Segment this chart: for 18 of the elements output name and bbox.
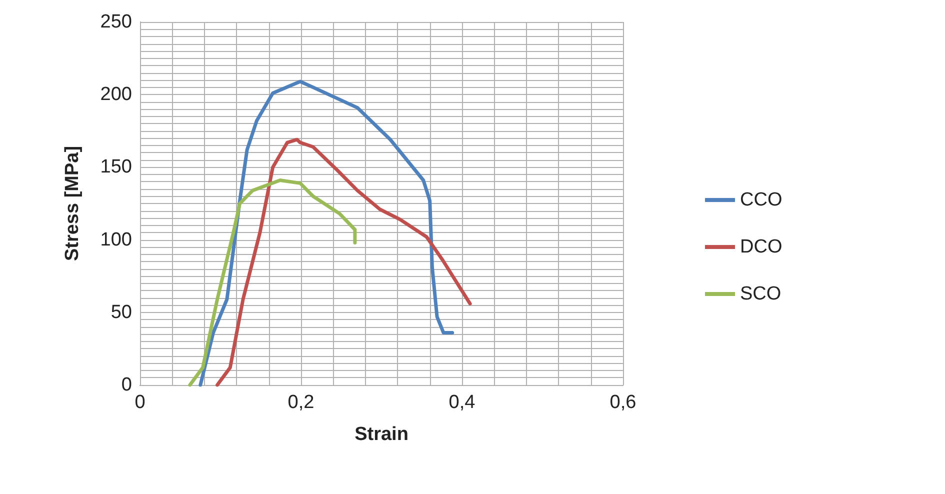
y-tick-label: 100 (100, 229, 132, 250)
y-axis-title: Stress [MPa] (62, 146, 83, 262)
legend-label: CCO (740, 190, 782, 210)
y-tick-label: 150 (100, 156, 132, 178)
line-series (198, 80, 454, 387)
y-tick-label: 200 (100, 84, 132, 106)
y-tick-label: 250 (100, 12, 132, 32)
x-tick-label: 0,6 (610, 392, 636, 413)
line-series (188, 178, 357, 387)
line-series (216, 138, 472, 387)
x-tick-label: 0,4 (448, 392, 476, 413)
y-tick-label: 50 (110, 302, 132, 323)
y-tick-label: 0 (121, 374, 132, 396)
legend-label: SCO (740, 284, 782, 304)
x-tick-label: 0,2 (288, 392, 314, 413)
x-axis-title: Strain (354, 424, 408, 445)
legend-label: DCO (740, 236, 782, 258)
x-tick-label: 0 (134, 392, 146, 413)
